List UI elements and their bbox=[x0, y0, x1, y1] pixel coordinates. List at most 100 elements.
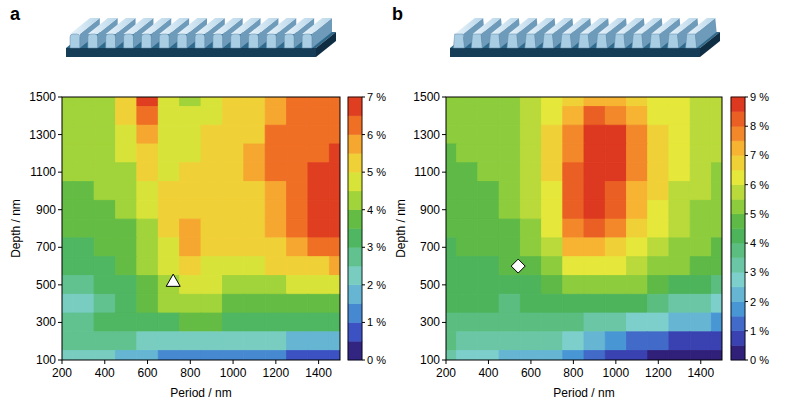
cell bbox=[222, 332, 243, 351]
cell bbox=[478, 275, 499, 294]
colorbar-tick bbox=[745, 97, 748, 98]
ridge-front bbox=[507, 34, 518, 48]
cell bbox=[563, 332, 584, 351]
x-tick bbox=[233, 360, 234, 364]
y-tick bbox=[58, 360, 62, 361]
colorbar-tick bbox=[362, 247, 365, 248]
grating-base-front bbox=[66, 48, 316, 57]
cell bbox=[329, 125, 340, 144]
cell bbox=[520, 106, 541, 125]
cell bbox=[244, 275, 265, 294]
cell bbox=[499, 125, 520, 144]
x-tick-label: 600 bbox=[138, 366, 158, 380]
cell bbox=[690, 125, 711, 144]
cell bbox=[446, 200, 457, 219]
cell bbox=[605, 257, 626, 276]
cell bbox=[73, 313, 94, 332]
cell bbox=[287, 313, 308, 332]
colorbar-band bbox=[731, 126, 745, 141]
colorbar-tick bbox=[745, 213, 748, 214]
cell bbox=[626, 182, 647, 201]
colorbar: 0 %1 %2 %3 %4 %5 %6 %7 % bbox=[348, 91, 386, 366]
cell bbox=[222, 238, 243, 257]
cell bbox=[520, 163, 541, 182]
cell bbox=[137, 182, 158, 201]
cell bbox=[180, 163, 201, 182]
cell bbox=[648, 182, 669, 201]
y-tick-label: 1300 bbox=[29, 128, 56, 142]
cell bbox=[287, 275, 308, 294]
cell bbox=[478, 182, 499, 201]
cell bbox=[244, 294, 265, 313]
cell bbox=[584, 238, 605, 257]
colorbar-band bbox=[348, 210, 362, 229]
cell bbox=[94, 163, 115, 182]
cell bbox=[669, 163, 690, 182]
cell bbox=[265, 200, 286, 219]
cell bbox=[244, 163, 265, 182]
colorbar-band bbox=[348, 172, 362, 191]
colorbar-band bbox=[731, 302, 745, 317]
cell bbox=[478, 238, 499, 257]
cell bbox=[457, 332, 478, 351]
x-tick bbox=[700, 360, 701, 364]
ridge-front bbox=[453, 34, 464, 48]
cell bbox=[329, 106, 340, 125]
x-tick-label: 1000 bbox=[220, 366, 247, 380]
y-tick bbox=[442, 209, 446, 210]
cell bbox=[201, 219, 222, 238]
y-tick bbox=[58, 97, 62, 98]
colorbar-band bbox=[348, 153, 362, 172]
ridge-front bbox=[141, 34, 151, 48]
cell bbox=[648, 294, 669, 313]
cell bbox=[201, 294, 222, 313]
y-tick-label: 700 bbox=[36, 240, 56, 254]
colorbar-tick bbox=[745, 155, 748, 156]
cell bbox=[669, 257, 690, 276]
cell bbox=[669, 182, 690, 201]
colorbar-tick bbox=[362, 360, 365, 361]
cell bbox=[520, 200, 541, 219]
x-tick-label: 200 bbox=[436, 366, 456, 380]
cell bbox=[584, 163, 605, 182]
cell bbox=[542, 294, 563, 313]
cell bbox=[648, 238, 669, 257]
cell bbox=[115, 163, 136, 182]
colorbar-band bbox=[731, 141, 745, 156]
colorbar-band bbox=[731, 170, 745, 185]
cell bbox=[265, 257, 286, 276]
cell bbox=[648, 200, 669, 219]
x-tick bbox=[62, 360, 63, 364]
cell bbox=[478, 97, 499, 106]
cell bbox=[520, 219, 541, 238]
cell bbox=[457, 125, 478, 144]
cell bbox=[478, 313, 499, 332]
ridge-front bbox=[195, 34, 205, 48]
cell bbox=[711, 332, 722, 351]
colorbar-band bbox=[731, 97, 745, 112]
cell bbox=[201, 125, 222, 144]
cell bbox=[520, 125, 541, 144]
ridge-front bbox=[177, 34, 187, 48]
cell bbox=[201, 332, 222, 351]
cell bbox=[137, 275, 158, 294]
colorbar-tick bbox=[362, 322, 365, 323]
cell bbox=[94, 332, 115, 351]
colorbar-band bbox=[348, 97, 362, 116]
x-tick bbox=[275, 360, 276, 364]
cell bbox=[584, 332, 605, 351]
cell bbox=[690, 313, 711, 332]
cell bbox=[73, 219, 94, 238]
cell bbox=[499, 238, 520, 257]
cell bbox=[94, 200, 115, 219]
cell bbox=[626, 163, 647, 182]
cell bbox=[158, 294, 179, 313]
cell bbox=[711, 182, 722, 201]
cell bbox=[669, 294, 690, 313]
ridge-front bbox=[70, 34, 80, 48]
cell bbox=[478, 294, 499, 313]
cell bbox=[62, 257, 73, 276]
colorbar-tick-label: 3 % bbox=[750, 266, 769, 278]
cell bbox=[73, 351, 94, 360]
colorbar-tick-label: 9 % bbox=[750, 91, 769, 103]
